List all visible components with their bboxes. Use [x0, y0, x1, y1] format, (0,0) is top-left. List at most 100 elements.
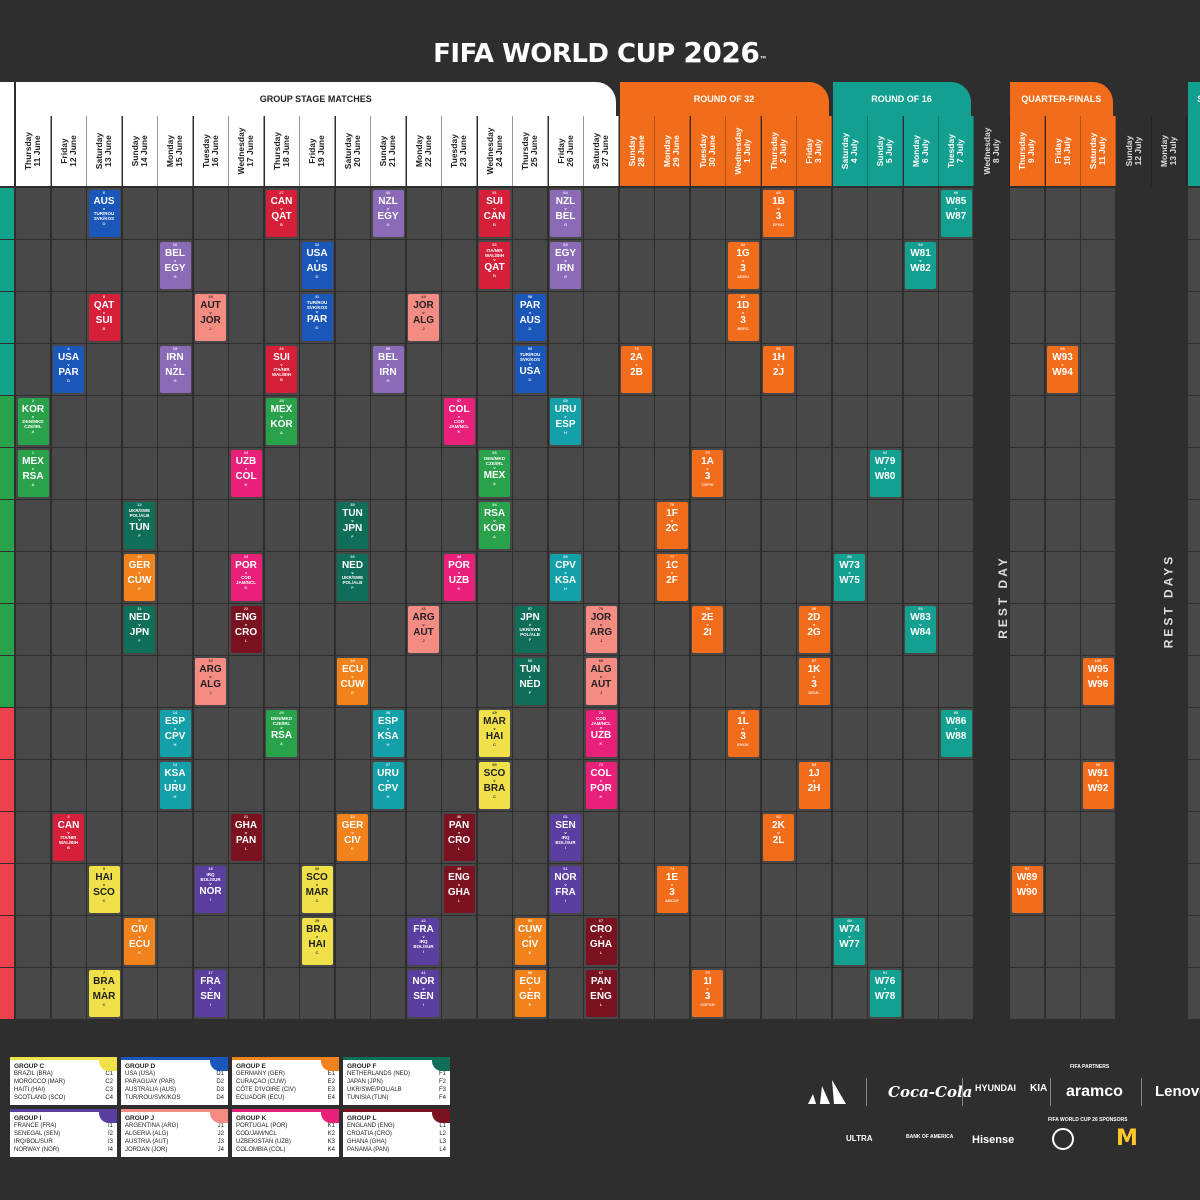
match-card[interactable]: 66 CPV v KSA H [550, 554, 581, 601]
match-card[interactable]: 55 CUW v CIV E [514, 918, 546, 965]
match-card[interactable]: 4 USA v PAR D [53, 346, 84, 393]
match-card[interactable]: 40 NZL v EGY G [372, 190, 404, 237]
match-card[interactable]: 36 NED v UKR/SWE POL/ALB F [337, 554, 368, 601]
match-card[interactable]: 21 GHA v PAN L [230, 814, 262, 861]
match-card[interactable]: 25 DEN/MKD CZE/IRL v RSA A [266, 710, 297, 757]
match-card[interactable]: 34 ECU v CUW E [337, 658, 368, 705]
match-card[interactable]: 89 W74 v W77 [834, 918, 865, 965]
match-card[interactable]: 29 BRA v HAI C [301, 918, 333, 965]
match-card[interactable]: 98 W93 v W94 [1047, 346, 1078, 393]
match-card[interactable]: 97 W89 v W90 [1011, 866, 1043, 913]
match-card[interactable]: 63 EGY v IRN G [550, 242, 581, 289]
match-card[interactable]: 18 IRQ BOL/SUR v NOR I [195, 866, 226, 913]
match-card[interactable]: 46 PAN v CRO L [443, 814, 475, 861]
match-card[interactable]: 59 TUR/ROU SVK/KOS v USA D [514, 346, 546, 393]
match-card[interactable]: 77 1C v 2F [656, 554, 688, 601]
match-card[interactable]: 57 JPN v UKR/SWE POL/ALB F [514, 606, 546, 653]
match-card[interactable]: 26 SUI v ITA/NIR WAL/BIH B [266, 346, 297, 393]
match-card[interactable]: 82 1G v 3 AEHIJ [727, 242, 759, 289]
match-card[interactable]: 73 2A v 2B [621, 346, 652, 393]
match-card[interactable]: 19 AUT v JOR J [195, 294, 226, 341]
match-card[interactable]: 70 JOR v ARG J [585, 606, 617, 653]
match-card[interactable]: 12 UKR/SWE POL/ALB v TUN F [124, 502, 155, 549]
match-card[interactable]: 16 BEL v EGY G [159, 242, 191, 289]
match-card[interactable]: 94 W81 v W82 [905, 242, 936, 289]
match-card[interactable]: 74 1E v 3 ABCDF [656, 866, 688, 913]
match-card[interactable]: 61 NOR v FRA I [550, 866, 581, 913]
match-card[interactable]: 8 QAT v SUI B [88, 294, 120, 341]
match-card[interactable]: 33 GER v CIV E [337, 814, 368, 861]
match-card[interactable]: 50 SCO v BRA C [479, 762, 510, 809]
match-card[interactable]: 3 CAN v ITA/NIR WAL/BIH B [53, 814, 84, 861]
match-card[interactable]: 42 FRA v IRQ BOL/SUR I [408, 918, 439, 965]
match-card[interactable]: 37 URU v CPV H [372, 762, 404, 809]
match-card[interactable]: 67 CRO v GHA L [585, 918, 617, 965]
match-card[interactable]: 56 TUN v NED F [514, 658, 546, 705]
match-card[interactable]: 49 MAR v HAI C [479, 710, 510, 757]
match-card[interactable]: 65 URU v ESP H [550, 398, 581, 445]
match-card[interactable]: 92 W79 v W80 [869, 450, 901, 497]
match-card[interactable]: 54 RSA v KOR A [479, 502, 510, 549]
match-card[interactable]: 72 COL v POR K [585, 762, 617, 809]
match-card[interactable]: 30 SCO v MAR C [301, 866, 333, 913]
match-card[interactable]: 80 1L v 3 EHIJK [727, 710, 759, 757]
match-card[interactable]: 61 SEN v IRQ BOL/SUR I [550, 814, 581, 861]
match-card[interactable]: 56 ECU v GER E [514, 970, 546, 1017]
match-card[interactable]: 58 PAR v AUS D [514, 294, 546, 341]
match-card[interactable]: 11 NED v JPN F [124, 606, 155, 653]
match-card[interactable]: 15 IRN v NZL G [159, 346, 191, 393]
match-card[interactable]: 22 ENG v CRO L [230, 606, 262, 653]
match-card[interactable]: 84 1J v 2H [798, 762, 830, 809]
match-card[interactable]: 41 NOR v SEN I [408, 970, 439, 1017]
match-card[interactable]: 88 2D v 2G [798, 606, 830, 653]
match-card[interactable]: 81 1D v 3 BEFIJ [727, 294, 759, 341]
match-card[interactable]: 87 1K v 3 DEIJL [798, 658, 830, 705]
match-card[interactable]: 76 1F v 2C [656, 502, 688, 549]
match-card[interactable]: 51 SUI v CAN B [479, 190, 510, 237]
match-card[interactable]: 19 ARG v ALG J [195, 658, 226, 705]
match-card[interactable]: 35 TUN v JPN F [337, 502, 368, 549]
match-card[interactable]: 9 CIV v ECU E [124, 918, 155, 965]
match-card[interactable]: 85 1B v 3 EFGIJ [763, 190, 794, 237]
match-card[interactable]: 100 W95 v W96 [1082, 658, 1114, 705]
match-card[interactable]: 14 ESP v CPV H [159, 710, 191, 757]
match-card[interactable]: 86 1H v 2J [763, 346, 794, 393]
match-card[interactable]: 71 COD JAM/NCL v UZB K [585, 710, 617, 757]
match-card[interactable]: 48 POR v UZB K [443, 554, 475, 601]
match-card[interactable]: 75 1I v 3 CDFGH [692, 970, 723, 1017]
match-card[interactable]: 10 GER v CUW E [124, 554, 155, 601]
match-card[interactable]: 45 ENG v GHA L [443, 866, 475, 913]
match-card[interactable]: 43 ARG v AUT J [408, 606, 439, 653]
match-card[interactable]: 47 COL v COD JAM/NCL K [443, 398, 475, 445]
match-card[interactable]: 91 W76 v W78 [869, 970, 901, 1017]
match-card[interactable]: 28 MEX v KOR A [266, 398, 297, 445]
match-card[interactable]: 2 KOR v DEN/MKD CZE/IRL A [17, 398, 49, 445]
match-card[interactable]: 67 PAN v ENG L [585, 970, 617, 1017]
match-card[interactable]: 1 MEX v RSA A [17, 450, 49, 497]
match-card[interactable]: 38 ESP v KSA H [372, 710, 404, 757]
match-card[interactable]: 24 UZB v COL K [230, 450, 262, 497]
match-card[interactable]: 52 ITA/NIR WAL/BIH v QAT B [479, 242, 510, 289]
match-card[interactable]: 27 CAN v QAT B [266, 190, 297, 237]
match-card[interactable]: 44 JOR v ALG J [408, 294, 439, 341]
match-card[interactable]: 83 2K v 2L [763, 814, 794, 861]
match-card[interactable]: 69 ALG v AUT J [585, 658, 617, 705]
match-card[interactable]: 78 2E v 2I [692, 606, 723, 653]
match-card[interactable]: 7 BRA v MAR C [88, 970, 120, 1017]
match-card[interactable]: 32 USA v AUS D [301, 242, 333, 289]
match-card[interactable]: 93 W83 v W84 [905, 606, 936, 653]
match-card[interactable]: 79 1A v 3 CEFHI [692, 450, 723, 497]
match-card[interactable]: 90 W73 v W75 [834, 554, 865, 601]
match-card[interactable]: 53 DEN/MKD CZE/IRL v MEX A [479, 450, 510, 497]
match-card[interactable]: 13 KSA v URU H [159, 762, 191, 809]
match-card[interactable]: 17 FRA v SEN I [195, 970, 226, 1017]
match-card[interactable]: 5 HAI v SCO C [88, 866, 120, 913]
match-card[interactable]: 31 TUR/ROU SVK/KOS v PAR D [301, 294, 333, 341]
match-card[interactable]: 6 AUS v TUR/ROU SVK/KOS D [88, 190, 120, 237]
match-card[interactable]: 96 W85 v W87 [940, 190, 972, 237]
match-card[interactable]: 95 W86 v W88 [940, 710, 972, 757]
match-card[interactable]: 39 BEL v IRN G [372, 346, 404, 393]
match-card[interactable]: 64 NZL v BEL G [550, 190, 581, 237]
match-card[interactable]: 99 W91 v W92 [1082, 762, 1114, 809]
match-card[interactable]: 23 POR v COD JAM/NCL K [230, 554, 262, 601]
